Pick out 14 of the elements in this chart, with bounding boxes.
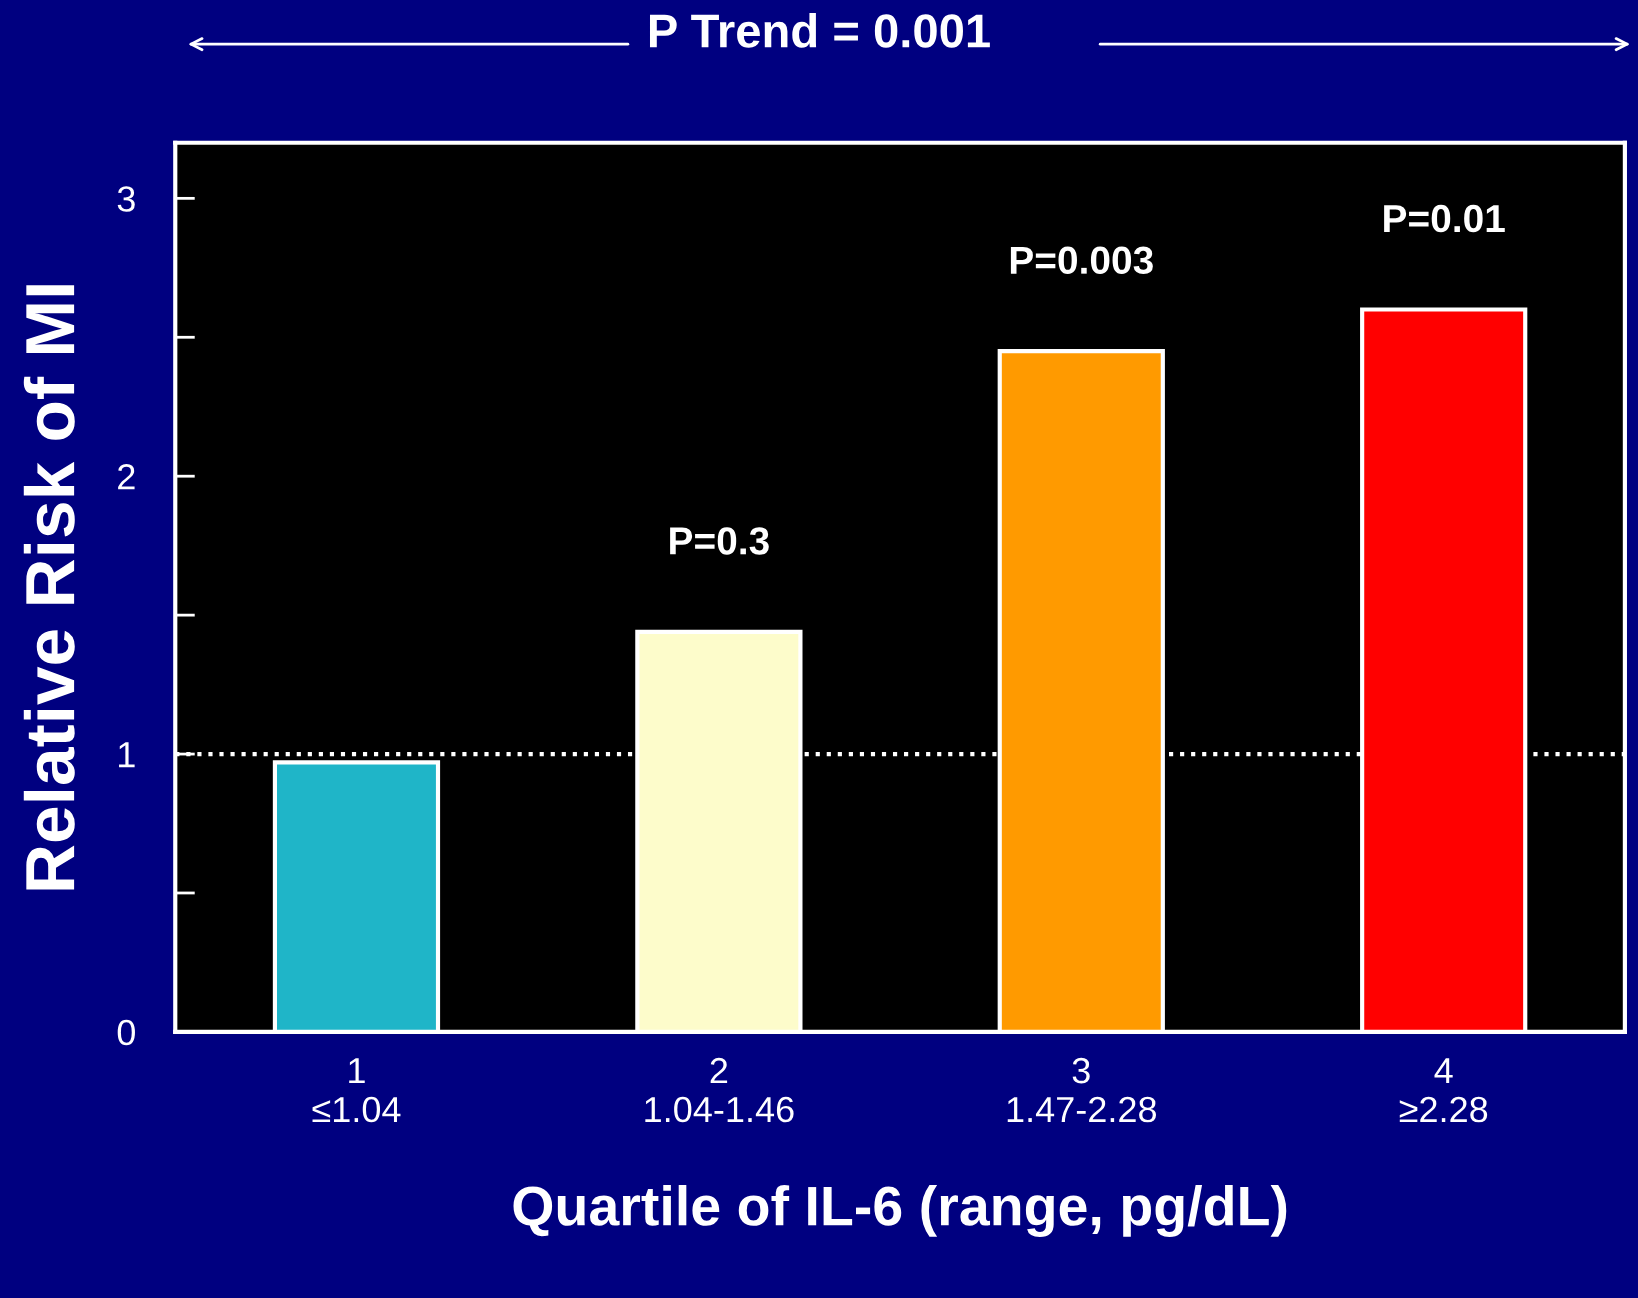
x-axis-title: Quartile of IL-6 (range, pg/dL): [513, 1185, 1287, 1238]
y-tick-label: 0: [117, 1019, 135, 1046]
annotation: P=0.003: [1010, 246, 1153, 275]
y-tick-label: 1: [119, 742, 135, 768]
annotation: P=0.3: [670, 527, 769, 555]
x-tick-label: 1 ≤1.04: [312, 1058, 401, 1123]
y-tick-label: 2: [118, 464, 135, 490]
x-tick-label: 4 ≥2.28: [1399, 1058, 1488, 1123]
x-tick-label: 2 1.04-1.46: [645, 1057, 794, 1123]
y-axis-title: Relative Risk of MI: [23, 285, 75, 890]
chart-title: P Trend = 0.001: [649, 13, 990, 48]
y-tick-label: 3: [117, 186, 135, 212]
x-tick-label: 3 1.47-2.28: [1007, 1057, 1157, 1123]
annotation: P=0.01: [1384, 204, 1505, 233]
